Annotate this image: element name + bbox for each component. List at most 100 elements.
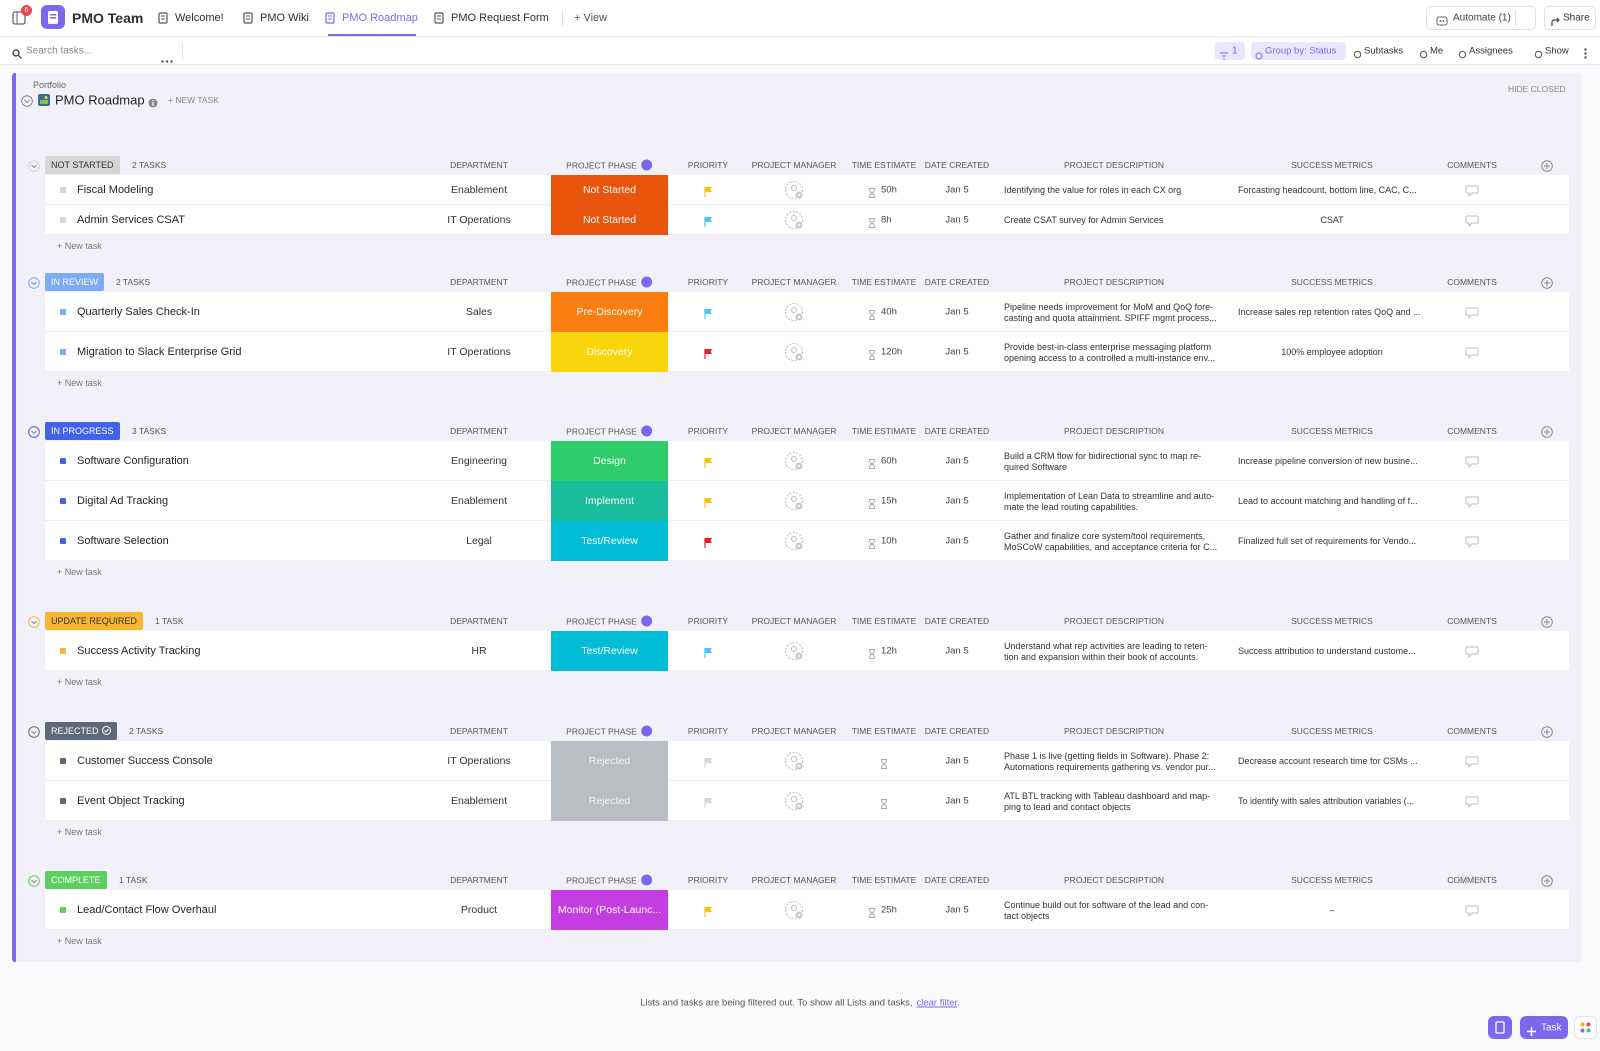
sort-icon[interactable] [640,725,652,737]
column-header[interactable]: SUCCESS METRICS [1291,426,1373,436]
column-header[interactable]: PROJECT PHASE [566,874,652,886]
column-header[interactable]: PROJECT DESCRIPTION [1064,616,1164,626]
apps-button[interactable] [1574,1016,1597,1039]
add-task[interactable]: + New task [57,241,102,251]
column-header[interactable]: PROJECT MANAGER [751,875,837,885]
add-view[interactable]: + View [574,12,608,24]
add-task[interactable]: + New task [57,827,102,837]
sort-icon[interactable] [640,874,652,886]
add-task[interactable]: + New task [57,677,102,687]
task-name[interactable]: Success Activity Tracking [77,645,201,657]
column-header[interactable]: COMMENTS [1447,726,1497,736]
column-header[interactable]: SUCCESS METRICS [1291,616,1373,626]
breadcrumb[interactable]: Portfolio [33,80,67,90]
sort-icon[interactable] [640,615,652,627]
filter-chip[interactable]: 1 [1215,42,1245,60]
column-header[interactable]: PROJECT MANAGER [751,160,837,170]
project-phase[interactable]: Test/Review [551,631,668,671]
task-row[interactable] [45,890,1569,930]
assignees-button[interactable]: Assignees [1469,45,1513,57]
status-badge[interactable]: REJECTED [45,722,117,740]
column-header[interactable]: DEPARTMENT [450,875,508,885]
column-header[interactable]: PROJECT PHASE [566,276,652,288]
column-header[interactable]: COMMENTS [1447,875,1497,885]
column-header[interactable]: DATE CREATED [924,875,990,885]
column-header[interactable]: PROJECT DESCRIPTION [1064,277,1164,287]
tab[interactable]: Welcome! [175,12,224,24]
column-header[interactable]: COMMENTS [1447,426,1497,436]
column-header[interactable]: SUCCESS METRICS [1291,277,1373,287]
column-header[interactable]: TIME ESTIMATE [851,160,917,170]
doc-button[interactable] [1488,1016,1512,1039]
project-phase[interactable]: Pre-Discovery [551,292,668,332]
task-row[interactable] [45,175,1569,205]
column-header[interactable]: PRIORITY [687,875,729,885]
task-row[interactable] [45,741,1569,781]
add-task[interactable]: + New task [57,567,102,577]
column-header[interactable]: PROJECT DESCRIPTION [1064,875,1164,885]
column-header[interactable]: PROJECT DESCRIPTION [1064,426,1164,436]
column-header[interactable]: DATE CREATED [924,726,990,736]
sort-icon[interactable] [640,425,652,437]
tab[interactable]: PMO Roadmap [342,12,418,24]
tab[interactable]: PMO Wiki [260,12,309,24]
task-row[interactable] [45,631,1569,671]
task-name[interactable]: Lead/Contact Flow Overhaul [77,904,217,916]
add-task[interactable]: + New task [57,378,102,388]
notice-link[interactable]: clear filter [916,997,958,1009]
column-header[interactable]: PRIORITY [687,726,729,736]
task-name[interactable]: Migration to Slack Enterprise Grid [77,346,242,358]
column-header[interactable]: DATE CREATED [924,426,990,436]
column-header[interactable]: PRIORITY [687,616,729,626]
project-phase[interactable]: Monitor (Post-Launc... [551,890,668,930]
column-header[interactable]: TIME ESTIMATE [851,726,917,736]
column-header[interactable]: DATE CREATED [924,277,990,287]
task-name[interactable]: Software Configuration [77,455,189,467]
new-task-link[interactable]: + NEW TASK [168,95,219,105]
status-badge[interactable]: IN PROGRESS [45,422,120,440]
column-header[interactable]: PRIORITY [687,277,729,287]
share-button[interactable]: Share [1544,6,1596,30]
project-phase[interactable]: Rejected [551,741,668,781]
column-header[interactable]: PROJECT PHASE [566,725,652,737]
column-header[interactable]: DEPARTMENT [450,726,508,736]
column-header[interactable]: PROJECT PHASE [566,425,652,437]
task-button[interactable]: Task [1520,1016,1568,1039]
column-header[interactable]: PROJECT PHASE [566,159,652,171]
status-badge[interactable]: IN REVIEW [45,273,105,291]
column-header[interactable]: COMMENTS [1447,160,1497,170]
column-header[interactable]: COMMENTS [1447,277,1497,287]
task-name[interactable]: Quarterly Sales Check-In [77,306,200,318]
column-header[interactable]: TIME ESTIMATE [851,875,917,885]
column-header[interactable]: PROJECT MANAGER [751,616,837,626]
task-row[interactable] [45,481,1569,521]
status-badge[interactable]: COMPLETE [45,871,107,889]
hide-closed[interactable]: HIDE CLOSED [1508,84,1566,94]
project-phase[interactable]: Discovery [551,332,668,372]
sort-icon[interactable] [640,276,652,288]
column-header[interactable]: COMMENTS [1447,616,1497,626]
project-phase[interactable]: Not Started [551,205,668,235]
task-row[interactable] [45,781,1569,821]
project-phase[interactable]: Rejected [551,781,668,821]
subtasks-button[interactable]: Subtasks [1364,45,1404,57]
column-header[interactable]: DEPARTMENT [450,277,508,287]
column-header[interactable]: TIME ESTIMATE [851,616,917,626]
column-header[interactable]: PRIORITY [687,426,729,436]
column-header[interactable]: PROJECT PHASE [566,615,652,627]
column-header[interactable]: PROJECT DESCRIPTION [1064,160,1164,170]
task-row[interactable] [45,205,1569,235]
project-phase[interactable]: Test/Review [551,521,668,561]
column-header[interactable]: PROJECT MANAGER [751,726,837,736]
task-row[interactable] [45,332,1569,372]
me-button[interactable]: Me [1430,45,1444,57]
column-header[interactable]: PRIORITY [687,160,729,170]
tab[interactable]: PMO Request Form [451,12,549,24]
status-badge[interactable]: NOT STARTED [45,156,120,174]
column-header[interactable]: PROJECT MANAGER [751,426,837,436]
column-header[interactable]: DEPARTMENT [450,160,508,170]
add-task[interactable]: + New task [57,936,102,946]
column-header[interactable]: SUCCESS METRICS [1291,160,1373,170]
column-header[interactable]: DATE CREATED [924,616,990,626]
column-header[interactable]: TIME ESTIMATE [851,426,917,436]
